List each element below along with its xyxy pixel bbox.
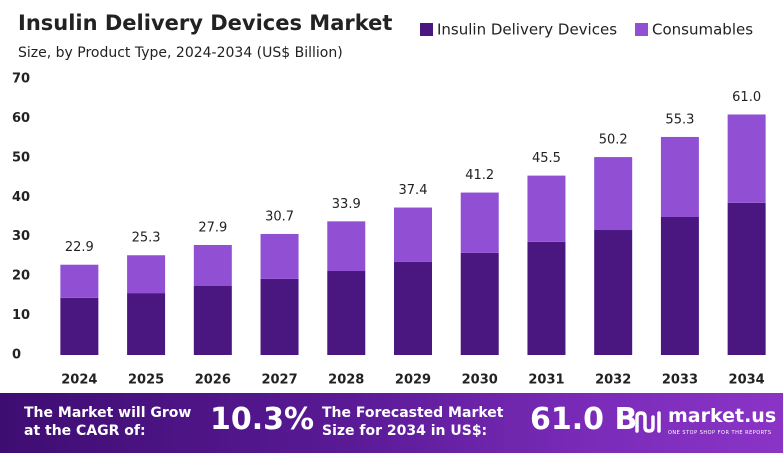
forecast-text: The Forecasted Market Size for 2034 in U… bbox=[322, 405, 504, 439]
bar-segment bbox=[594, 157, 633, 231]
bar-segment bbox=[727, 114, 766, 203]
total-label: 50.2 bbox=[599, 133, 628, 148]
x-tick-label: 2028 bbox=[328, 373, 364, 388]
total-label: 22.9 bbox=[65, 240, 94, 255]
bar-segment bbox=[660, 217, 699, 355]
chart-subtitle: Size, by Product Type, 2024-2034 (US$ Bi… bbox=[18, 45, 343, 61]
bar-segment bbox=[727, 202, 766, 355]
bar-segment bbox=[127, 255, 166, 294]
legend-label: Insulin Delivery Devices bbox=[437, 21, 617, 39]
cagr-value: 10.3% bbox=[210, 402, 315, 437]
total-label: 45.5 bbox=[532, 151, 561, 166]
chart: Insulin Delivery Devices Market Size, by… bbox=[12, 11, 766, 388]
brand-name: market.us bbox=[668, 405, 777, 427]
chart-title: Insulin Delivery Devices Market bbox=[18, 11, 392, 35]
bar-segment bbox=[394, 207, 432, 262]
bar-segment bbox=[527, 175, 566, 242]
cagr-text: The Market will Grow at the CAGR of: bbox=[24, 405, 192, 439]
legend-swatch bbox=[420, 23, 433, 36]
bar-segment bbox=[260, 278, 299, 355]
bar-segment bbox=[60, 297, 99, 355]
bar-segment bbox=[60, 264, 99, 298]
bar-segment bbox=[193, 244, 232, 286]
total-label: 41.2 bbox=[465, 168, 494, 183]
legend-label: Consumables bbox=[652, 21, 753, 39]
total-label: 61.0 bbox=[732, 90, 761, 105]
y-tick-label: 20 bbox=[12, 269, 30, 284]
footer-banner: The Market will Grow at the CAGR of: 10.… bbox=[0, 393, 783, 453]
x-tick-label: 2027 bbox=[261, 373, 297, 388]
bar-segment bbox=[460, 252, 499, 355]
bar-segment bbox=[127, 293, 166, 355]
bar-segment bbox=[260, 233, 299, 279]
total-label: 33.9 bbox=[332, 197, 361, 212]
bar-segment bbox=[594, 230, 633, 355]
total-label: 37.4 bbox=[399, 183, 428, 198]
y-tick-label: 60 bbox=[12, 111, 30, 126]
x-tick-label: 2033 bbox=[662, 373, 698, 388]
bar-segment bbox=[460, 192, 499, 253]
y-tick-label: 10 bbox=[12, 308, 30, 323]
y-tick-label: 30 bbox=[12, 229, 30, 244]
bar-segment bbox=[394, 261, 432, 355]
x-tick-label: 2032 bbox=[595, 373, 631, 388]
bar-segment bbox=[327, 221, 366, 272]
total-label: 25.3 bbox=[132, 231, 161, 246]
bar-segment bbox=[193, 286, 232, 355]
x-tick-label: 2026 bbox=[195, 373, 231, 388]
brand-tagline: ONE STOP SHOP FOR THE REPORTS bbox=[668, 430, 772, 436]
x-tick-label: 2029 bbox=[395, 373, 431, 388]
bar-segment bbox=[327, 271, 366, 355]
bar-segment bbox=[660, 136, 699, 217]
x-tick-label: 2030 bbox=[462, 373, 498, 388]
total-label: 30.7 bbox=[265, 209, 294, 224]
y-tick-label: 40 bbox=[12, 190, 30, 205]
bar-segment bbox=[527, 241, 566, 355]
x-tick-label: 2034 bbox=[729, 373, 765, 388]
y-tick-label: 50 bbox=[12, 150, 30, 165]
x-tick-label: 2024 bbox=[61, 373, 97, 388]
brand-logo bbox=[635, 411, 661, 433]
y-tick-label: 0 bbox=[12, 348, 21, 363]
forecast-value: 61.0 B bbox=[530, 402, 638, 437]
x-tick-label: 2031 bbox=[528, 373, 564, 388]
y-tick-label: 70 bbox=[12, 72, 30, 87]
legend-swatch bbox=[635, 23, 649, 36]
x-tick-label: 2025 bbox=[128, 373, 164, 388]
total-label: 55.3 bbox=[665, 112, 694, 127]
total-label: 27.9 bbox=[198, 220, 227, 235]
